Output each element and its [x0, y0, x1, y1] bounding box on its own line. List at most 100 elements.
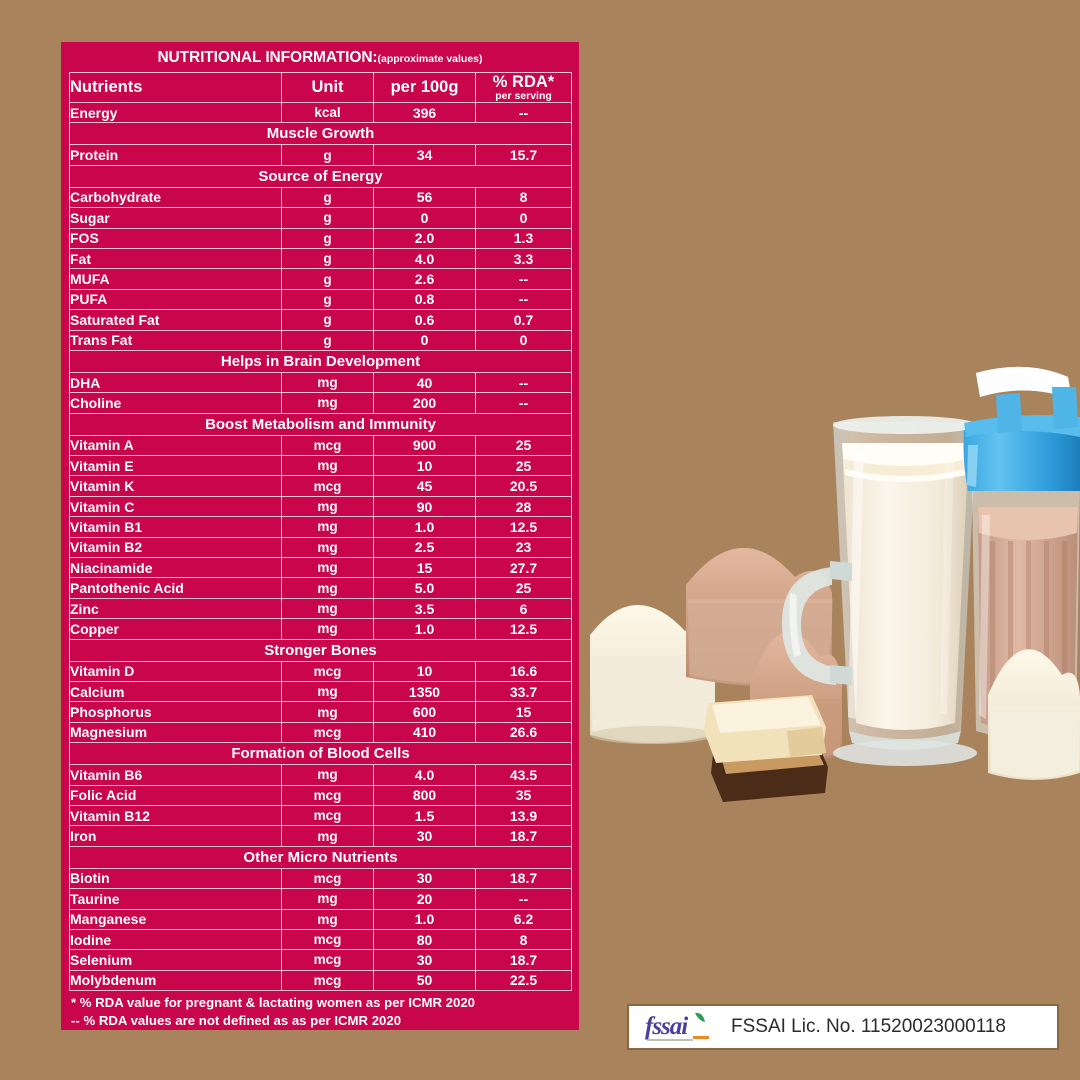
nutrient-rda: 12.5	[475, 516, 572, 538]
blue-shaker-bottle	[963, 366, 1080, 739]
nutrient-per-100g: 1.0	[373, 516, 476, 538]
nutrient-rda: 0	[475, 329, 572, 351]
nutrient-rda: 25	[475, 434, 572, 457]
nutrient-unit: g	[281, 268, 374, 290]
nutrient-rda: 0	[475, 207, 572, 229]
nutrient-name: Vitamin B1	[69, 516, 282, 538]
nutrient-unit: mg	[281, 825, 374, 847]
table-row: Copper mg 1.0 12.5	[69, 618, 572, 640]
section-header-row: Source of Energy	[69, 164, 572, 188]
table-row: Magnesium mcg 410 26.6	[69, 721, 572, 744]
table-row: Pantothenic Acid mg 5.0 25	[69, 577, 572, 599]
nutrient-per-100g: 34	[373, 144, 476, 166]
nutrient-unit: mcg	[281, 928, 374, 951]
nutrient-name: DHA	[69, 371, 282, 394]
nutrient-name: Choline	[69, 392, 282, 414]
table-row: Vitamin B2 mg 2.5 23	[69, 536, 572, 559]
nutrient-unit: g	[281, 288, 374, 311]
nutrient-name: Niacinamide	[69, 557, 282, 579]
section-header-row: Other Micro Nutrients	[69, 845, 572, 869]
nutrient-name: Zinc	[69, 597, 282, 620]
nutrient-unit: mcg	[281, 949, 374, 971]
nutrient-name: Magnesium	[69, 721, 282, 744]
nutrient-rda: --	[475, 371, 572, 394]
nutrient-rda: --	[475, 888, 572, 910]
nutrient-name: Copper	[69, 618, 282, 640]
nutrient-per-100g: 2.6	[373, 268, 476, 290]
nutrient-unit: mcg	[281, 721, 374, 744]
table-row: PUFA g 0.8 --	[69, 288, 572, 311]
nutrient-per-100g: 2.0	[373, 227, 476, 249]
nutrient-unit: mg	[281, 577, 374, 599]
nutrient-name: Energy	[69, 101, 282, 124]
table-row: Molybdenum mcg 50 22.5	[69, 969, 572, 992]
nutrient-per-100g: 410	[373, 721, 476, 744]
nutrient-per-100g: 10	[373, 660, 476, 682]
nutrient-name: Molybdenum	[69, 969, 282, 992]
nutrient-name: PUFA	[69, 288, 282, 311]
nutrient-unit: mg	[281, 680, 374, 703]
nutrient-name: Carbohydrate	[69, 186, 282, 209]
nutrient-per-100g: 20	[373, 888, 476, 910]
section-header-label: Other Micro Nutrients	[69, 845, 572, 869]
nutrient-unit: mcg	[281, 804, 374, 827]
page-title: NUTRITIONAL INFORMATION:(approximate val…	[61, 42, 579, 67]
nutrient-unit: g	[281, 186, 374, 209]
nutrient-unit: mcg	[281, 475, 374, 497]
nutrient-unit: g	[281, 227, 374, 249]
table-row: Phosphorus mg 600 15	[69, 701, 572, 723]
nutrient-name: Biotin	[69, 867, 282, 890]
column-header-rda-sub: per serving	[495, 89, 552, 102]
column-header-rda-main: % RDA*	[492, 73, 555, 91]
table-row: Biotin mcg 30 18.7	[69, 867, 572, 890]
nutrient-unit: mg	[281, 618, 374, 640]
section-header-label: Stronger Bones	[69, 638, 572, 662]
nutrient-rda: --	[475, 268, 572, 290]
table-row: Protein g 34 15.7	[69, 144, 572, 166]
nutrient-name: Folic Acid	[69, 784, 282, 806]
table-row: Folic Acid mcg 800 35	[69, 784, 572, 806]
table-row: Iron mg 30 18.7	[69, 825, 572, 847]
table-row: Vitamin B12 mcg 1.5 13.9	[69, 804, 572, 827]
scoop-of-vanilla-powder	[988, 649, 1080, 780]
nutrient-name: Vitamin B12	[69, 804, 282, 827]
nutrient-name: Calcium	[69, 680, 282, 703]
nutrient-unit: mcg	[281, 434, 374, 457]
nutrient-rda: 6.2	[475, 908, 572, 930]
section-header-row: Helps in Brain Development	[69, 349, 572, 373]
nutrient-unit: mg	[281, 597, 374, 620]
table-row: DHA mg 40 --	[69, 371, 572, 394]
panel-title-sub: (approximate values)	[377, 53, 483, 65]
column-header-per-100g: per 100g	[373, 72, 476, 103]
nutrient-name: Saturated Fat	[69, 309, 282, 331]
nutrient-rda: 15.7	[475, 144, 572, 166]
nutrient-name: Taurine	[69, 888, 282, 910]
nutrient-per-100g: 4.0	[373, 764, 476, 786]
nutrient-rda: 27.7	[475, 557, 572, 579]
nutrient-name: Vitamin C	[69, 495, 282, 518]
nutrient-per-100g: 50	[373, 969, 476, 992]
nutrient-per-100g: 90	[373, 495, 476, 518]
nutrient-unit: g	[281, 329, 374, 351]
nutrition-information-panel: NUTRITIONAL INFORMATION:(approximate val…	[61, 42, 579, 1030]
nutrition-table: Nutrients Unit per 100g % RDA* per servi…	[69, 72, 572, 992]
section-header-label: Muscle Growth	[69, 122, 572, 146]
nutrient-rda: 15	[475, 701, 572, 723]
nutrient-rda: 33.7	[475, 680, 572, 703]
column-header-nutrients: Nutrients	[69, 72, 282, 103]
nutrient-per-100g: 200	[373, 392, 476, 414]
nutrient-rda: --	[475, 288, 572, 311]
table-row: Manganese mg 1.0 6.2	[69, 908, 572, 930]
nutrient-per-100g: 5.0	[373, 577, 476, 599]
fssai-logo-icon: fssai	[645, 1012, 709, 1041]
nutrient-name: Pantothenic Acid	[69, 577, 282, 599]
table-row: Selenium mcg 30 18.7	[69, 949, 572, 971]
table-row: Calcium mg 1350 33.7	[69, 680, 572, 703]
nutrient-rda: --	[475, 392, 572, 414]
nutrient-per-100g: 45	[373, 475, 476, 497]
nutrient-unit: kcal	[281, 101, 374, 124]
table-row: MUFA g 2.6 --	[69, 268, 572, 290]
